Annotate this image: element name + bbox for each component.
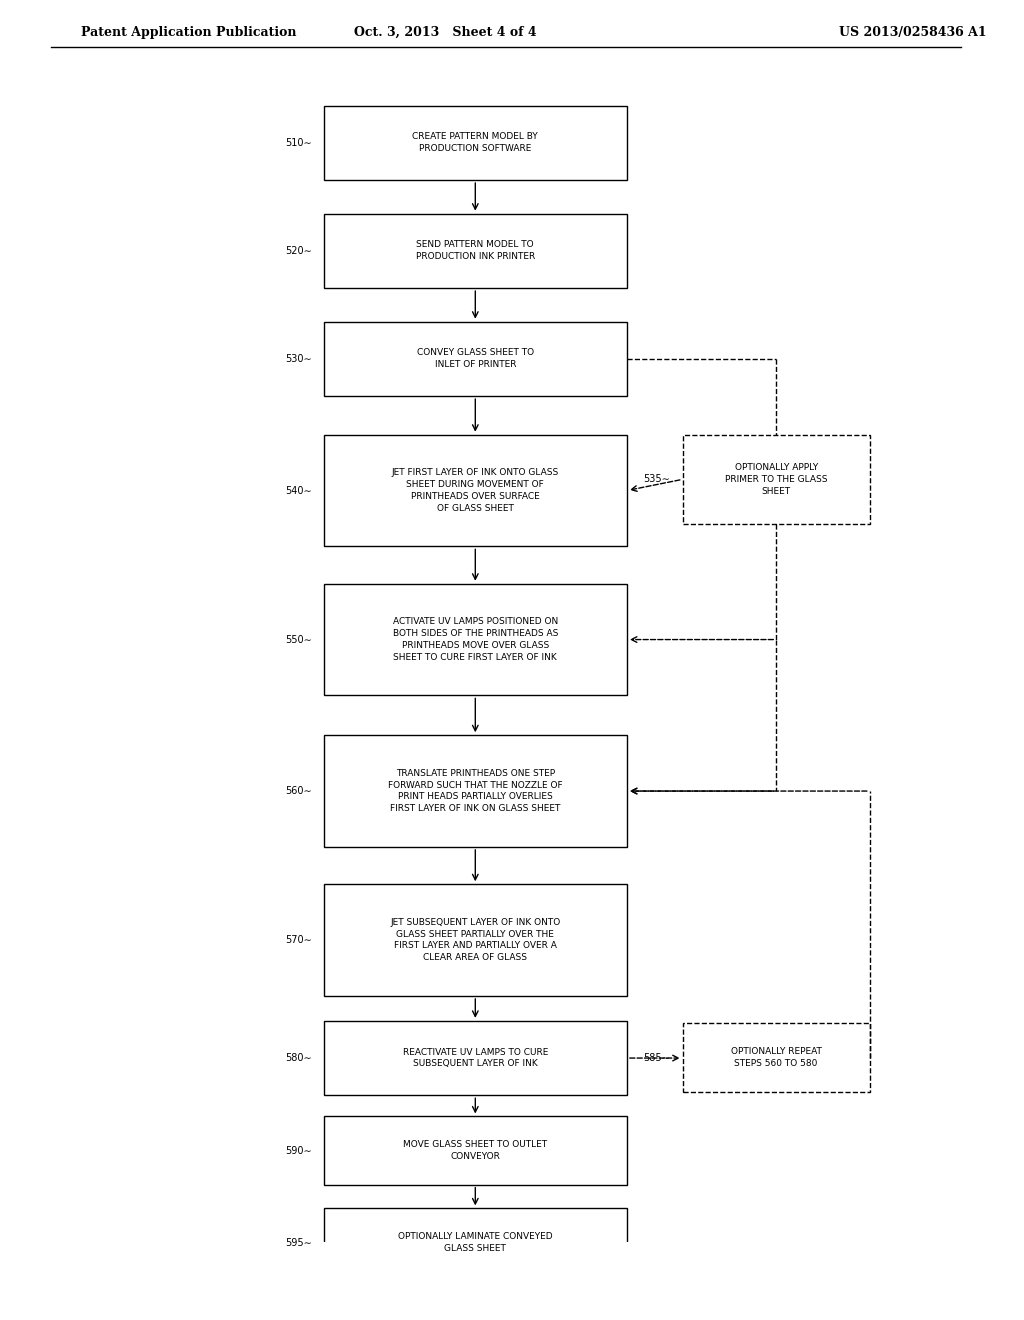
Text: REACTIVATE UV LAMPS TO CURE
SUBSEQUENT LAYER OF INK: REACTIVATE UV LAMPS TO CURE SUBSEQUENT L… bbox=[402, 1048, 548, 1068]
Text: SEND PATTERN MODEL TO
PRODUCTION INK PRINTER: SEND PATTERN MODEL TO PRODUCTION INK PRI… bbox=[416, 240, 535, 261]
FancyBboxPatch shape bbox=[324, 434, 627, 546]
Text: 560∼: 560∼ bbox=[285, 785, 311, 796]
Text: 590∼: 590∼ bbox=[285, 1146, 311, 1156]
Text: Patent Application Publication: Patent Application Publication bbox=[81, 26, 296, 38]
Text: TRANSLATE PRINTHEADS ONE STEP
FORWARD SUCH THAT THE NOZZLE OF
PRINT HEADS PARTIA: TRANSLATE PRINTHEADS ONE STEP FORWARD SU… bbox=[388, 768, 562, 813]
Text: JET FIRST LAYER OF INK ONTO GLASS
SHEET DURING MOVEMENT OF
PRINTHEADS OVER SURFA: JET FIRST LAYER OF INK ONTO GLASS SHEET … bbox=[391, 469, 559, 512]
Text: MOVE GLASS SHEET TO OUTLET
CONVEYOR: MOVE GLASS SHEET TO OUTLET CONVEYOR bbox=[403, 1140, 548, 1162]
FancyBboxPatch shape bbox=[683, 1023, 869, 1092]
Text: OPTIONALLY APPLY
PRIMER TO THE GLASS
SHEET: OPTIONALLY APPLY PRIMER TO THE GLASS SHE… bbox=[725, 463, 827, 495]
FancyBboxPatch shape bbox=[683, 434, 869, 524]
Text: 535∼: 535∼ bbox=[643, 474, 670, 484]
Text: Oct. 3, 2013   Sheet 4 of 4: Oct. 3, 2013 Sheet 4 of 4 bbox=[353, 26, 537, 38]
FancyBboxPatch shape bbox=[324, 1020, 627, 1096]
FancyBboxPatch shape bbox=[324, 106, 627, 180]
Text: 570∼: 570∼ bbox=[285, 935, 311, 945]
FancyBboxPatch shape bbox=[324, 322, 627, 396]
Text: 530∼: 530∼ bbox=[285, 354, 311, 364]
FancyBboxPatch shape bbox=[324, 1208, 627, 1276]
Text: 585∼: 585∼ bbox=[643, 1053, 670, 1063]
Text: CONVEY GLASS SHEET TO
INLET OF PRINTER: CONVEY GLASS SHEET TO INLET OF PRINTER bbox=[417, 348, 534, 370]
Text: 540∼: 540∼ bbox=[285, 486, 311, 495]
Text: 580∼: 580∼ bbox=[285, 1053, 311, 1063]
FancyBboxPatch shape bbox=[324, 1117, 627, 1185]
FancyBboxPatch shape bbox=[324, 884, 627, 997]
Text: JET SUBSEQUENT LAYER OF INK ONTO
GLASS SHEET PARTIALLY OVER THE
FIRST LAYER AND : JET SUBSEQUENT LAYER OF INK ONTO GLASS S… bbox=[390, 917, 560, 962]
Text: ACTIVATE UV LAMPS POSITIONED ON
BOTH SIDES OF THE PRINTHEADS AS
PRINTHEADS MOVE : ACTIVATE UV LAMPS POSITIONED ON BOTH SID… bbox=[392, 618, 558, 661]
Text: CREATE PATTERN MODEL BY
PRODUCTION SOFTWARE: CREATE PATTERN MODEL BY PRODUCTION SOFTW… bbox=[413, 132, 539, 153]
Text: 550∼: 550∼ bbox=[285, 635, 311, 644]
FancyBboxPatch shape bbox=[324, 214, 627, 288]
Text: OPTIONALLY LAMINATE CONVEYED
GLASS SHEET: OPTIONALLY LAMINATE CONVEYED GLASS SHEET bbox=[398, 1232, 553, 1253]
Text: 510∼: 510∼ bbox=[285, 137, 311, 148]
Text: 595∼: 595∼ bbox=[285, 1238, 311, 1249]
Text: US 2013/0258436 A1: US 2013/0258436 A1 bbox=[840, 26, 987, 38]
FancyBboxPatch shape bbox=[324, 735, 627, 847]
Text: 520∼: 520∼ bbox=[285, 246, 311, 256]
FancyBboxPatch shape bbox=[324, 583, 627, 696]
Text: OPTIONALLY REPEAT
STEPS 560 TO 580: OPTIONALLY REPEAT STEPS 560 TO 580 bbox=[731, 1047, 821, 1068]
